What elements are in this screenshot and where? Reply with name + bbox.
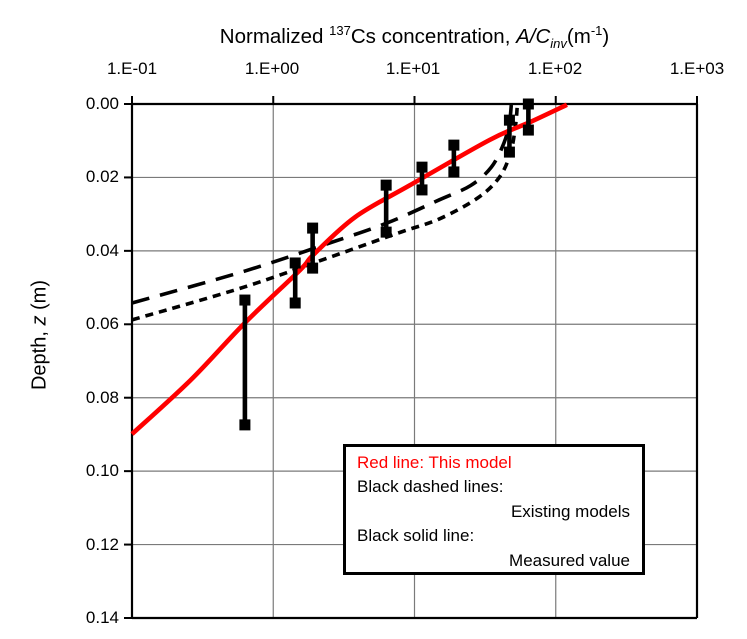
y-tick-label: 0.06 (85, 314, 119, 334)
x-tick-label: 1.E+03 (669, 59, 725, 78)
y-tick-label: 0.12 (85, 534, 119, 554)
legend-entry-existing-models: Existing models (510, 501, 630, 521)
legend-entry-dashed-lines: Black dashed lines: (357, 477, 504, 497)
series-line-short (131, 103, 520, 322)
measured-cap-bottom (239, 419, 251, 431)
title-variable-subscript: inv (550, 35, 567, 51)
measured-cap-top (289, 257, 301, 269)
x-tick-label: 1.E+02 (527, 59, 583, 78)
x-tick-label: 1.E-01 (106, 59, 158, 78)
legend-entry-this-model: Red line: This model (357, 453, 512, 472)
title-variable: A/C (516, 24, 551, 48)
series-line-long (131, 103, 514, 305)
title-text-1: Normalized (219, 24, 330, 48)
legend-box: Red line: This model Black dashed lines:… (343, 444, 645, 575)
isotope-superscript: 137 (329, 23, 351, 38)
y-tick-label: 0.02 (85, 167, 119, 187)
measured-cap-bottom (522, 124, 534, 136)
measured-cap-top (307, 222, 319, 234)
legend-entry-measured-value: Measured value (509, 550, 630, 570)
measured-cap-bottom (448, 166, 460, 178)
y-tick-label: 0.10 (85, 461, 119, 481)
legend-entry-solid-line: Black solid line: (357, 526, 475, 546)
measured-cap-top (416, 161, 428, 173)
measured-cap-bottom (503, 146, 515, 158)
measured-cap-bottom (416, 184, 428, 196)
y-tick-label: 0.08 (85, 387, 119, 407)
y-tick-label: 0.04 (85, 240, 119, 260)
measured-cap-top (239, 294, 251, 306)
x-tick-label: 1.E+01 (385, 59, 441, 78)
measured-cap-bottom (307, 262, 319, 274)
measured-cap-top (503, 114, 515, 126)
title-unit-open: (m (566, 24, 591, 48)
measured-cap-top (448, 139, 460, 151)
measured-cap-top (380, 179, 392, 191)
title-unit-exponent: -1 (590, 23, 603, 38)
measured-cap-bottom (289, 297, 301, 309)
measured-cap-top (522, 98, 534, 110)
measured-cap-bottom (380, 226, 392, 238)
title-text-2: Cs concentration, (350, 24, 517, 48)
title-unit-close: ) (602, 24, 610, 48)
series-line-solid (130, 102, 568, 436)
chart-title: Normalized 137Cs concentration, A/Cinv(m… (132, 23, 697, 51)
y-tick-label: 0.00 (85, 94, 119, 113)
y-tick-label: 0.14 (85, 608, 119, 627)
x-tick-label: 1.E+00 (244, 59, 300, 78)
